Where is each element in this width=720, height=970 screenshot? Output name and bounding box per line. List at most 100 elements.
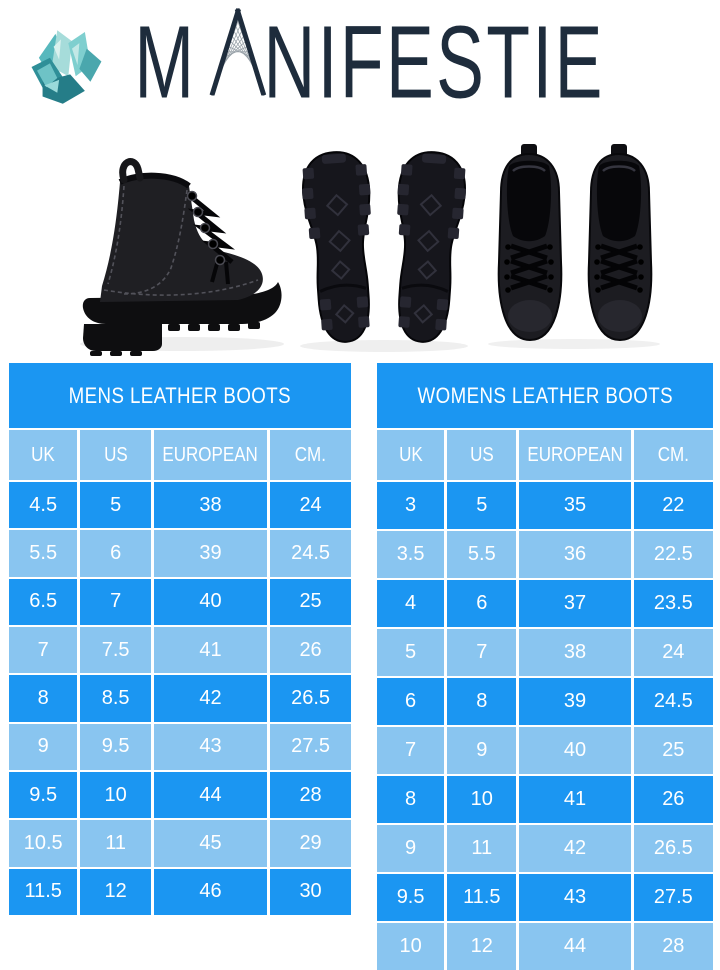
- column-header-label: CM.: [294, 443, 327, 466]
- column-header-label: EUROPEAN: [162, 443, 259, 466]
- column-header-cm: CM.: [267, 430, 351, 480]
- size-row: 9.5 11.5 43 27.5: [377, 872, 713, 921]
- size-cell: 9: [405, 837, 417, 859]
- column-header-uk: UK: [377, 430, 444, 480]
- size-cell: 7.5: [77, 627, 151, 674]
- mens-table-title: MENS LEATHER BOOTS: [9, 363, 351, 428]
- size-row: 4.5 5 38 24: [9, 480, 351, 529]
- size-cell: 12: [444, 923, 516, 970]
- size-cell: 5.5: [29, 542, 58, 565]
- column-header-label: UK: [398, 443, 423, 466]
- column-header-cm: CM.: [630, 430, 713, 480]
- size-cell: 4: [405, 592, 417, 614]
- size-cell: 5: [444, 482, 516, 529]
- size-cell: 9: [444, 727, 516, 774]
- size-cell: 5: [405, 641, 417, 663]
- size-cell: 25: [630, 727, 713, 774]
- column-header-european: EUROPEAN: [150, 430, 267, 480]
- column-header-label: UK: [31, 443, 56, 466]
- size-cell: 27.5: [267, 723, 351, 771]
- size-row: 8 10 41 26: [377, 774, 713, 823]
- column-header-european: EUROPEAN: [516, 430, 630, 480]
- size-cell: 26.5: [630, 825, 713, 872]
- size-cell: 12: [77, 868, 151, 916]
- size-cell: 45: [150, 820, 267, 867]
- size-cell: 38: [150, 482, 267, 529]
- mens-table-header-row: UK US EUROPEAN CM.: [9, 428, 351, 480]
- size-cell: 6: [77, 530, 151, 577]
- column-header-us: US: [77, 430, 151, 480]
- column-header-label: US: [469, 443, 494, 466]
- size-cell: 41: [150, 627, 267, 674]
- mens-table-body: 4.5 5 38 24 5.5 6 39 24.5 6.5 7 40 25 7 7.5 41 26 8 8.5 42…: [9, 480, 351, 916]
- boots-top-view-photo: [488, 138, 660, 349]
- size-cell: 26: [267, 627, 351, 674]
- size-cell: 42: [516, 825, 630, 872]
- size-cell: 26.5: [267, 675, 351, 722]
- size-cell: 8: [405, 788, 417, 810]
- size-cell: 4.5: [29, 493, 58, 516]
- mens-table-title-label: MENS LEATHER BOOTS: [68, 382, 292, 408]
- size-row: 5 7 38 24: [377, 627, 713, 676]
- size-cell: 39: [150, 530, 267, 577]
- size-row: 9.5 10 44 28: [9, 770, 351, 819]
- size-cell: 38: [516, 629, 630, 676]
- size-row: 3 5 35 22: [377, 480, 713, 529]
- size-row: 8 8.5 42 26.5: [9, 673, 351, 722]
- size-cell: 43: [150, 723, 267, 771]
- column-header-label: CM.: [657, 443, 689, 466]
- column-header-uk: UK: [9, 430, 77, 480]
- column-header-us: US: [444, 430, 516, 480]
- size-cell: 7: [405, 739, 417, 761]
- size-cell: 5.5: [444, 531, 516, 578]
- size-cell: 10: [444, 776, 516, 823]
- size-cell: 26: [630, 776, 713, 823]
- size-cell: 22: [630, 482, 713, 529]
- size-cell: 6: [444, 580, 516, 627]
- size-cell: 11: [77, 820, 151, 867]
- brand-part1: M: [134, 5, 197, 120]
- size-cell: 10.5: [23, 832, 63, 855]
- size-cell: 9.5: [29, 783, 58, 806]
- size-cell: 24: [267, 482, 351, 529]
- size-cell: 24.5: [267, 530, 351, 577]
- size-cell: 41: [516, 776, 630, 823]
- size-cell: 9.5: [396, 886, 425, 908]
- size-cell: 7: [77, 578, 151, 626]
- size-cell: 11.5: [24, 880, 62, 903]
- size-row: 10.5 11 45 29: [9, 818, 351, 867]
- crystal-logo-icon: [31, 30, 102, 104]
- size-row: 6.5 7 40 25: [9, 576, 351, 626]
- size-cell: 30: [267, 868, 351, 916]
- size-cell: 25: [267, 578, 351, 626]
- size-cell: 7: [37, 638, 49, 661]
- size-cell: 40: [516, 727, 630, 774]
- size-row: 7 7.5 41 26: [9, 625, 351, 674]
- size-cell: 11: [444, 825, 516, 872]
- size-cell: 44: [516, 923, 630, 970]
- size-row: 7 9 40 25: [377, 725, 713, 774]
- size-charts: MENS LEATHER BOOTS UK US EUROPEAN CM. 4.5 5 3…: [0, 363, 720, 970]
- size-cell: 8: [37, 687, 49, 710]
- size-cell: 24: [630, 629, 713, 676]
- size-cell: 6.5: [29, 590, 58, 613]
- size-cell: 9: [37, 735, 49, 758]
- womens-table-body: 3 5 35 22 3.5 5.5 36 22.5 4 6 37 23.5 5 7 38 24 6 8 39 24.5…: [377, 480, 713, 970]
- size-cell: 28: [267, 772, 351, 819]
- size-cell: 37: [516, 580, 630, 627]
- womens-table-header-row: UK US EUROPEAN CM.: [377, 428, 713, 480]
- size-cell: 46: [150, 868, 267, 916]
- size-row: 9 11 42 26.5: [377, 823, 713, 872]
- column-header-label: US: [103, 443, 128, 466]
- size-cell: 11.5: [444, 874, 516, 921]
- brand-part2: NIFESTIE: [263, 5, 605, 120]
- size-row: 9 9.5 43 27.5: [9, 721, 351, 771]
- womens-table-title: WOMENS LEATHER BOOTS: [377, 363, 713, 428]
- size-cell: 10: [399, 935, 422, 957]
- size-cell: 6: [405, 690, 417, 712]
- size-cell: 9.5: [77, 723, 151, 771]
- size-cell: 3.5: [396, 543, 425, 565]
- size-cell: 27.5: [630, 874, 713, 921]
- size-cell: 3: [405, 494, 417, 516]
